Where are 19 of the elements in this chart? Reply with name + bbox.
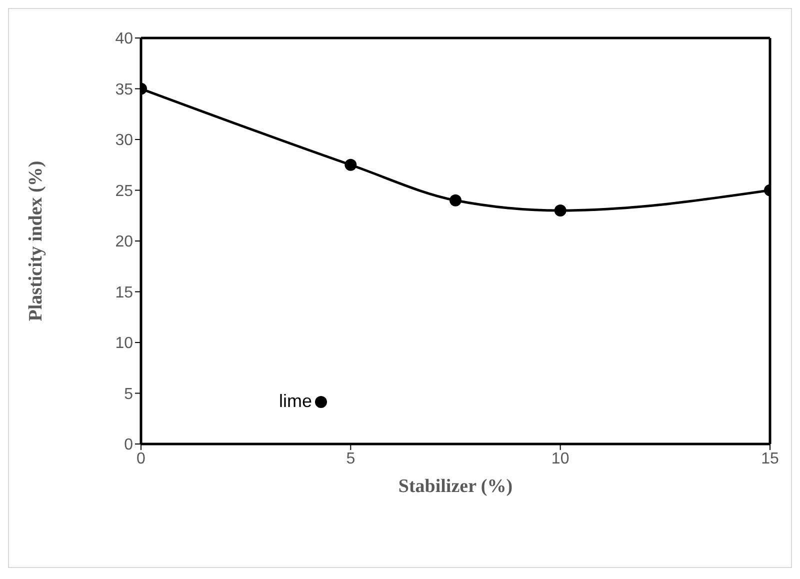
y-tick-label: 40 xyxy=(115,30,134,48)
y-axis-title: Plasticity index (%) xyxy=(26,160,47,322)
legend-label: lime xyxy=(279,391,312,412)
point xyxy=(344,158,357,171)
x-tick-label: 15 xyxy=(761,450,779,468)
point xyxy=(554,204,566,217)
x-tick-label: 5 xyxy=(346,450,356,468)
y-tick-label: 15 xyxy=(115,284,134,302)
y-tick-label: 30 xyxy=(115,132,134,150)
y-tick-label: 10 xyxy=(115,335,134,352)
y-tick-label: 5 xyxy=(124,386,134,403)
y-tick-label: 0 xyxy=(124,436,134,454)
y-tick-label: 20 xyxy=(115,234,134,251)
y-tick-label: 35 xyxy=(115,81,134,98)
point xyxy=(450,194,462,206)
x-axis-title: Stabilizer (%) xyxy=(398,476,513,497)
x-tick-label: 0 xyxy=(136,450,146,468)
y-tick-label: 25 xyxy=(115,182,134,200)
x-tick-label: 10 xyxy=(551,450,570,468)
